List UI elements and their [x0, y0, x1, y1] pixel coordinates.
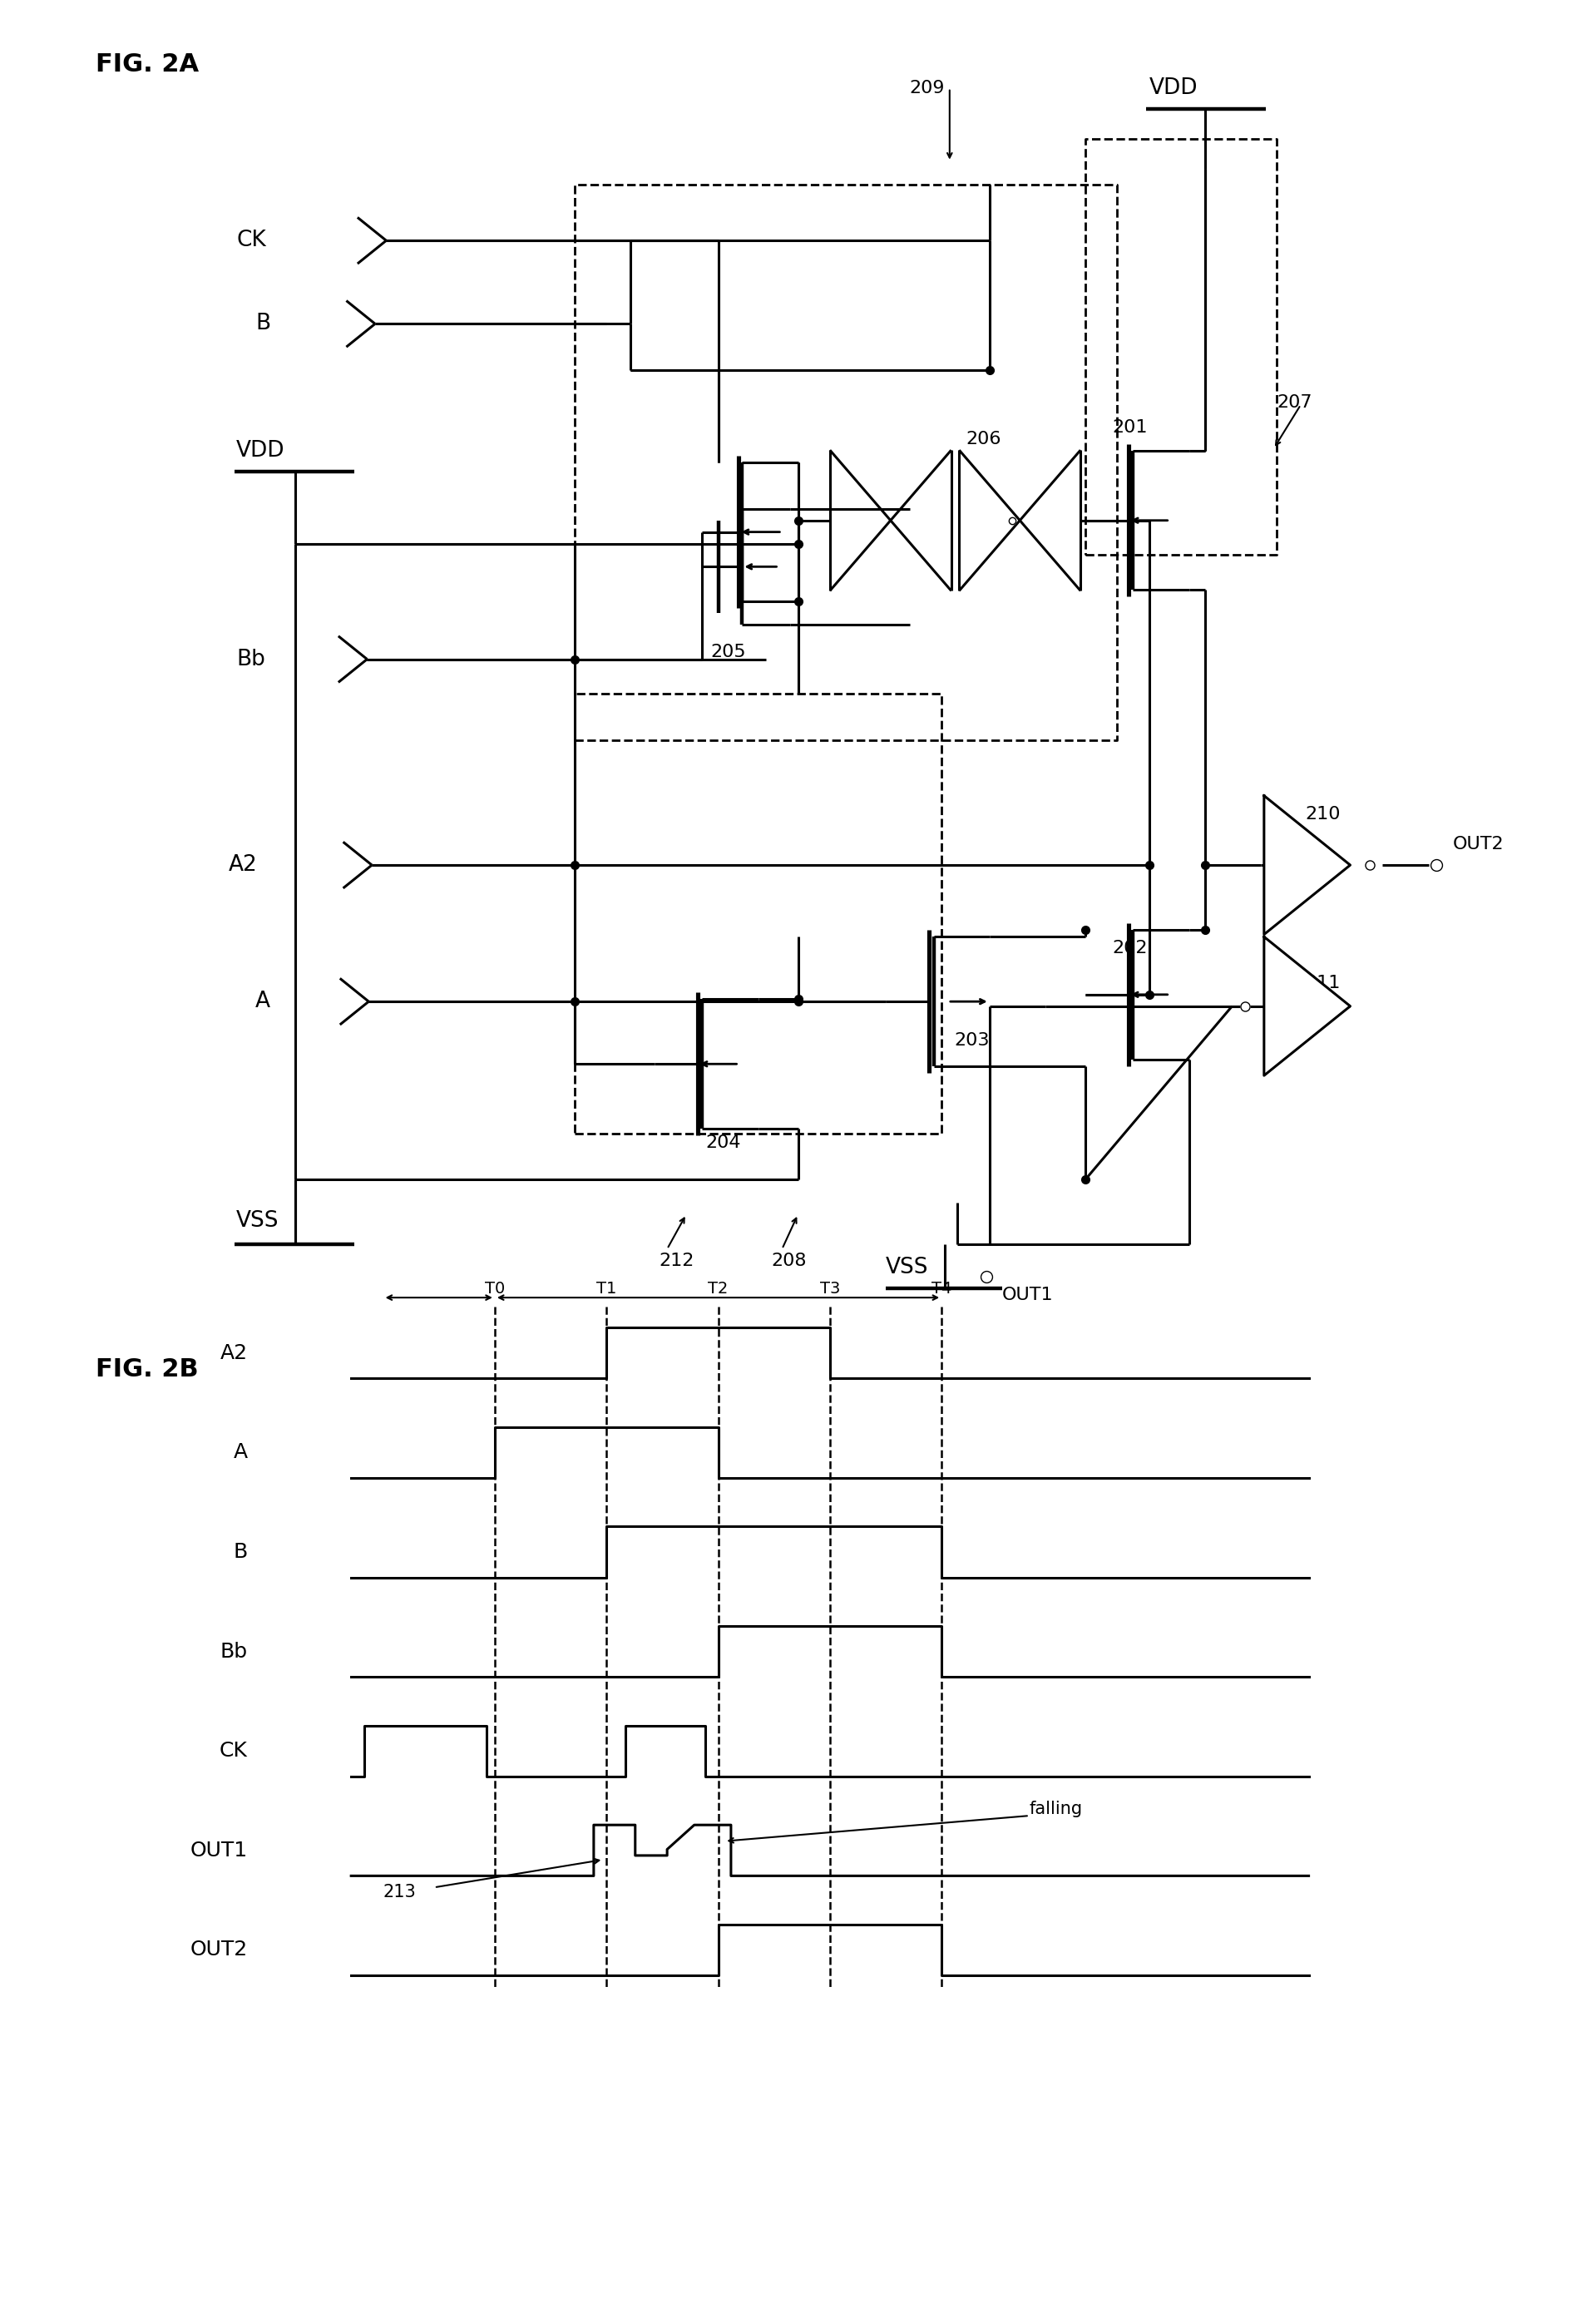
Text: B: B	[233, 1543, 247, 1561]
Text: OUT1: OUT1	[1002, 1286, 1053, 1305]
Text: 204: 204	[705, 1133, 741, 1152]
Text: T4: T4	[932, 1281, 951, 1295]
Text: 212: 212	[659, 1251, 694, 1270]
Text: 201: 201	[1112, 419, 1148, 437]
Text: 211: 211	[1306, 974, 1341, 992]
Text: OUT1: OUT1	[190, 1841, 247, 1860]
Text: CK: CK	[236, 229, 267, 252]
Text: VSS: VSS	[236, 1210, 279, 1233]
Text: Bb: Bb	[220, 1642, 247, 1661]
Polygon shape	[1264, 937, 1350, 1076]
Text: 202: 202	[1112, 939, 1148, 958]
Text: 208: 208	[771, 1251, 806, 1270]
Text: falling: falling	[1029, 1800, 1082, 1818]
Text: 206: 206	[966, 430, 1001, 449]
Text: T0: T0	[485, 1281, 504, 1295]
Text: VDD: VDD	[1149, 76, 1197, 99]
Text: B: B	[255, 312, 270, 335]
Text: OUT2: OUT2	[190, 1941, 247, 1959]
Text: FIG. 2B: FIG. 2B	[96, 1358, 198, 1381]
Text: 207: 207	[1277, 393, 1312, 412]
Text: A2: A2	[228, 853, 257, 877]
Text: Bb: Bb	[236, 648, 265, 671]
Text: A2: A2	[220, 1344, 247, 1362]
Polygon shape	[1264, 796, 1350, 934]
Text: T3: T3	[820, 1281, 839, 1295]
Text: OUT2: OUT2	[1452, 835, 1503, 853]
Text: A: A	[233, 1443, 247, 1462]
Text: T1: T1	[597, 1281, 616, 1295]
Text: A: A	[255, 990, 270, 1013]
Text: FIG. 2A: FIG. 2A	[96, 53, 200, 76]
Text: 210: 210	[1306, 805, 1341, 823]
Text: CK: CK	[219, 1742, 247, 1760]
Text: 213: 213	[383, 1883, 417, 1901]
Text: VDD: VDD	[236, 439, 284, 463]
Text: 209: 209	[910, 79, 945, 97]
Text: T2: T2	[709, 1281, 728, 1295]
Text: VSS: VSS	[886, 1256, 929, 1279]
Text: 205: 205	[710, 643, 745, 662]
Text: 203: 203	[954, 1032, 990, 1050]
